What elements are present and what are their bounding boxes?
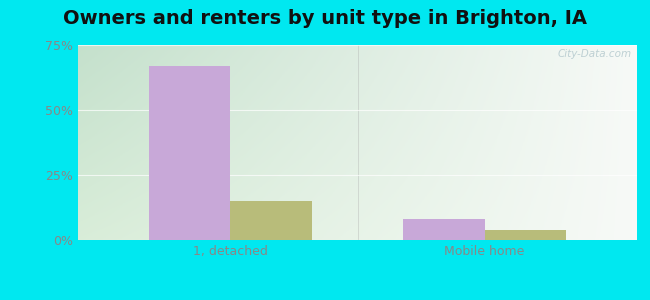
Bar xyxy=(484,230,566,240)
Text: Owners and renters by unit type in Brighton, IA: Owners and renters by unit type in Brigh… xyxy=(63,9,587,28)
Bar xyxy=(403,219,484,240)
Text: City-Data.com: City-Data.com xyxy=(557,49,631,59)
Bar xyxy=(231,201,312,240)
Bar xyxy=(149,66,231,240)
